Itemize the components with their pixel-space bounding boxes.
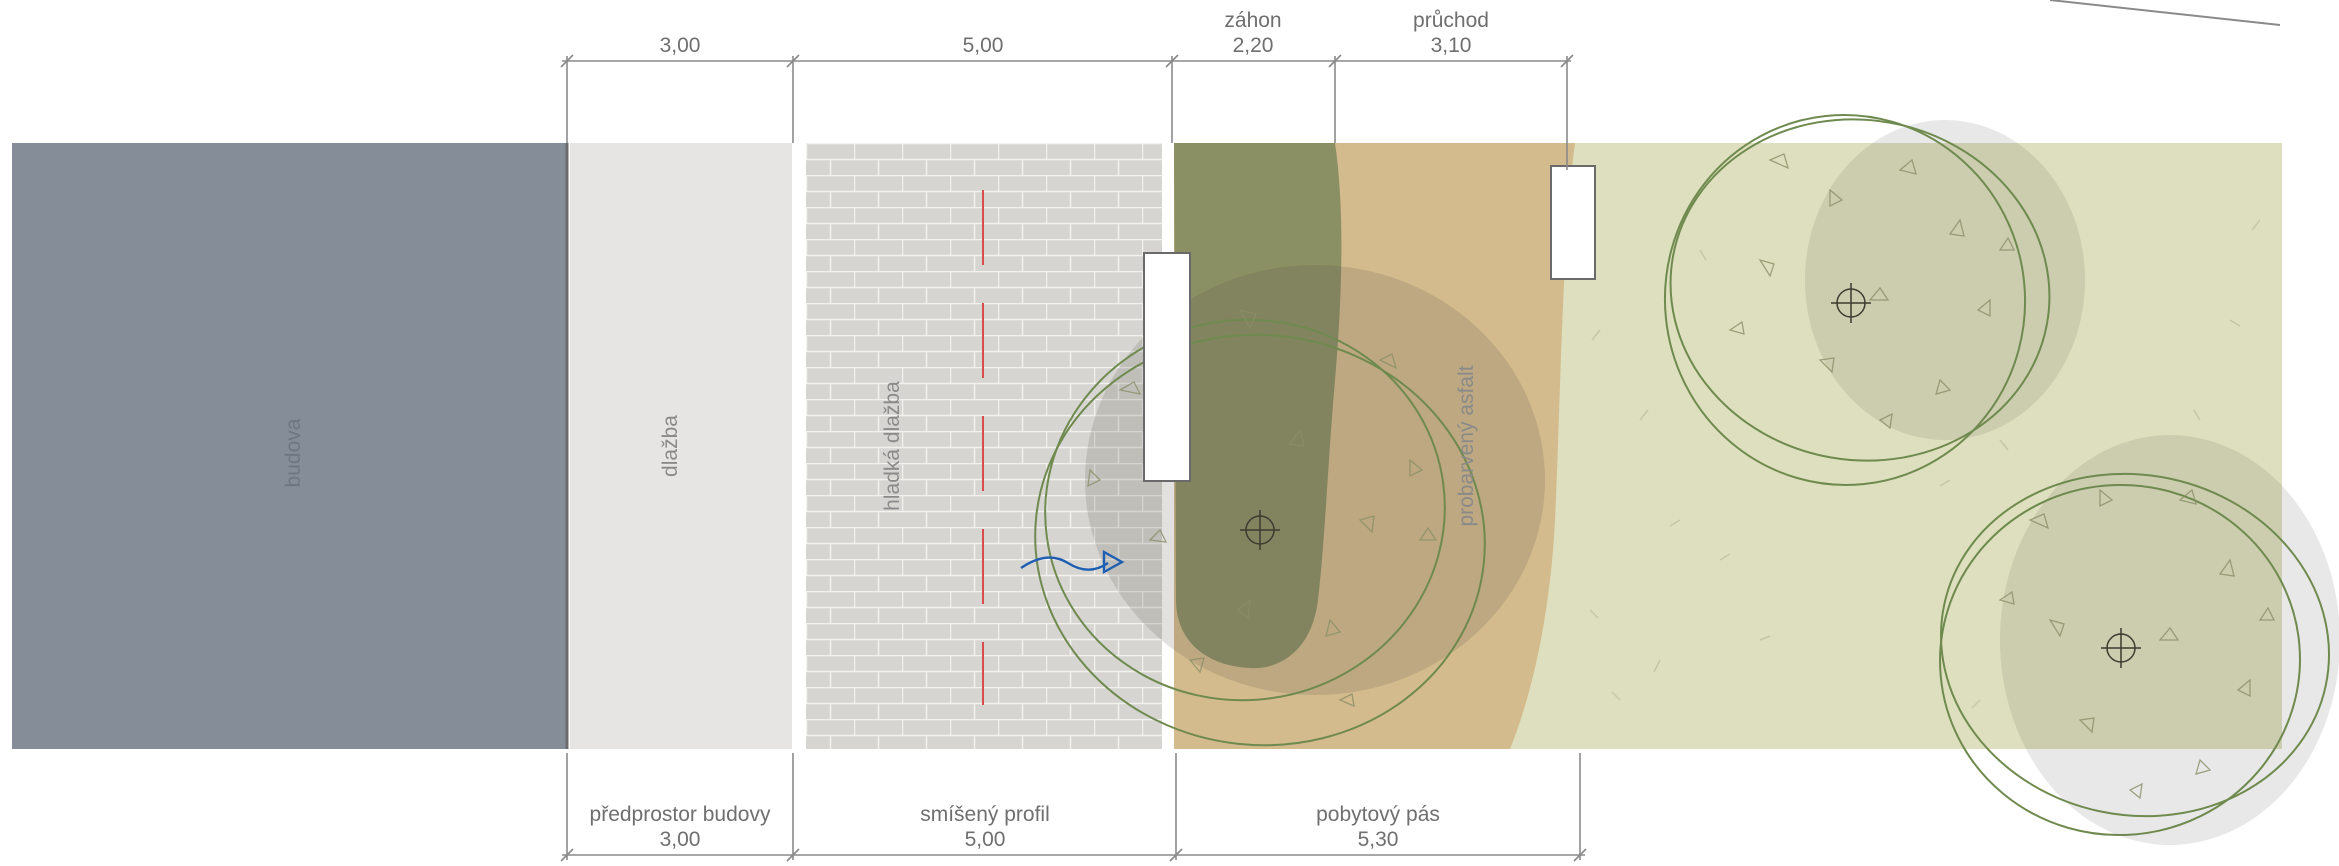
paving-zone [570, 143, 792, 749]
zones [12, 143, 2282, 749]
dimension-value: 5,00 [965, 828, 1006, 851]
dimension-value: 5,30 [1358, 828, 1399, 851]
dimension-label: předprostor budovy [590, 803, 771, 826]
building-zone [12, 143, 568, 749]
dimension-value: 5,00 [963, 34, 1004, 57]
grass-texture [1589, 219, 2261, 709]
bottom-dimension-chain [560, 753, 1587, 862]
tree-canopies [1034, 114, 2339, 845]
tree-canopy-outline [1044, 318, 1446, 702]
tree-shadow [1085, 265, 1545, 695]
top-dimension-chain [560, 54, 1574, 170]
crosshair-icon [2101, 628, 2141, 668]
bench [1143, 252, 1191, 482]
tree-canopy-outline [1663, 114, 2027, 486]
tree-canopy-outline [1939, 483, 2301, 837]
dimension-value: 3,00 [660, 34, 701, 57]
tree-canopy-outline [1940, 472, 2330, 818]
dimension-value: 3,00 [660, 828, 701, 851]
colored-asphalt-label: probarvený asfalt [1455, 365, 1478, 526]
leaf-texture [1087, 153, 2276, 800]
dimension-label: záhon [1224, 9, 1281, 32]
dimension-label: průchod [1413, 9, 1489, 32]
tree-canopy-outline [1669, 118, 2051, 462]
planting-bed-zone [1174, 143, 1342, 669]
crosshair-icon [1831, 283, 1871, 323]
building-label: budova [282, 418, 305, 487]
paving-label: dlažba [659, 415, 682, 477]
bench [1550, 165, 1596, 280]
dimension-label: pobytový pás [1316, 803, 1440, 826]
smooth-paving-label: hladká dlažba [881, 381, 904, 511]
dimension-label: smíšený profil [920, 803, 1050, 826]
crosshair-icon [1240, 510, 1280, 550]
wavy-arrow-icon [1020, 549, 1125, 575]
dimension-value: 2,20 [1233, 34, 1274, 57]
dimension-value: 3,10 [1431, 34, 1472, 57]
tree-canopy-outline [1034, 333, 1486, 747]
context-line-fragment [2049, 0, 2281, 26]
